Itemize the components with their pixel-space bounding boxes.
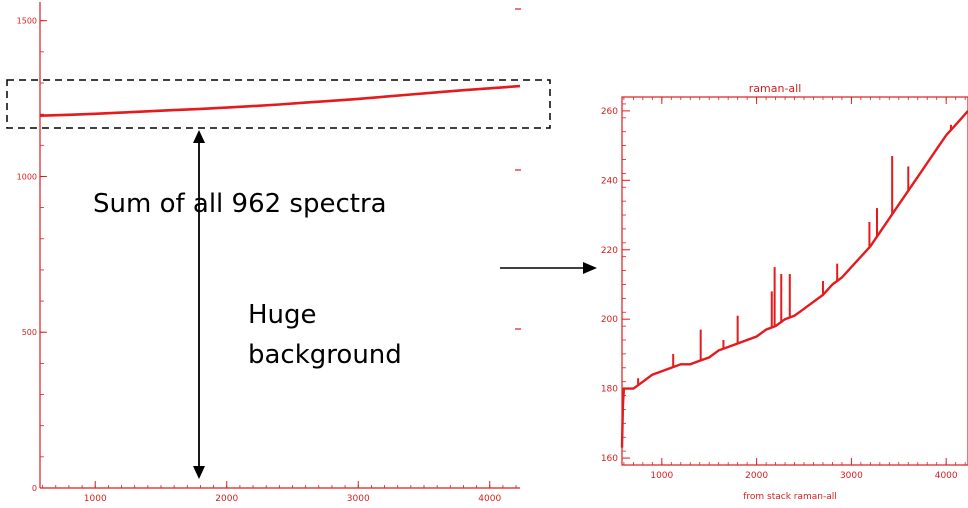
right-chart-title: raman-all xyxy=(749,82,802,95)
left-x-tick-label-2: 3000 xyxy=(347,494,370,504)
right-y-tick-label-3: 220 xyxy=(601,246,618,256)
right-x-tick-label-0: 1000 xyxy=(650,471,673,481)
right-y-tick-label-4: 240 xyxy=(601,176,618,186)
right-axis-ticks: 1000 2000 3000 4000 160 180 200 220 240 260 xyxy=(601,97,966,481)
background-label-line1: Huge xyxy=(248,300,317,330)
right-y-tick-label-1: 180 xyxy=(601,385,618,395)
left-x-tick-label-0: 1000 xyxy=(84,494,107,504)
right-x-tick-label-2: 3000 xyxy=(840,471,863,481)
left-x-tick-label-3: 4000 xyxy=(478,494,501,504)
right-series-line xyxy=(620,110,968,448)
arrow-head-right xyxy=(583,262,597,274)
sum-label: Sum of all 962 spectra xyxy=(93,189,387,219)
left-frame xyxy=(39,2,521,489)
right-x-tick-label-3: 4000 xyxy=(935,471,958,481)
background-arrow xyxy=(193,130,205,479)
left-y-tick-label-3: 1500 xyxy=(17,17,37,26)
right-y-tick-label-2: 200 xyxy=(601,315,618,325)
right-chart: raman-all 1000 2000 3000 4000 160 180 200 220 24… xyxy=(601,82,968,502)
right-y-tick-label-5: 260 xyxy=(601,107,618,117)
right-frame xyxy=(621,96,968,466)
arrow-head-down xyxy=(193,466,205,479)
background-label-line2: background xyxy=(248,340,402,370)
right-x-label: from stack raman-all xyxy=(743,492,837,502)
left-y-tick-label-0: 0 xyxy=(32,484,37,493)
left-x-tick-label-1: 2000 xyxy=(215,494,238,504)
left-series-line xyxy=(39,84,521,117)
selection-box xyxy=(6,79,551,129)
right-y-tick-label-0: 160 xyxy=(601,454,618,464)
right-x-tick-label-1: 2000 xyxy=(745,471,768,481)
right-spikes xyxy=(637,124,952,386)
arrow-head-up xyxy=(193,130,205,143)
left-y-tick-label-2: 1000 xyxy=(17,172,37,181)
left-axis-ticks: 1000 2000 3000 4000 0 500 1000 1500 xyxy=(17,17,517,504)
left-chart: 1000 2000 3000 4000 0 500 1000 1500 xyxy=(17,2,521,504)
left-y-tick-label-1: 500 xyxy=(22,328,37,337)
zoom-arrow xyxy=(500,262,597,274)
